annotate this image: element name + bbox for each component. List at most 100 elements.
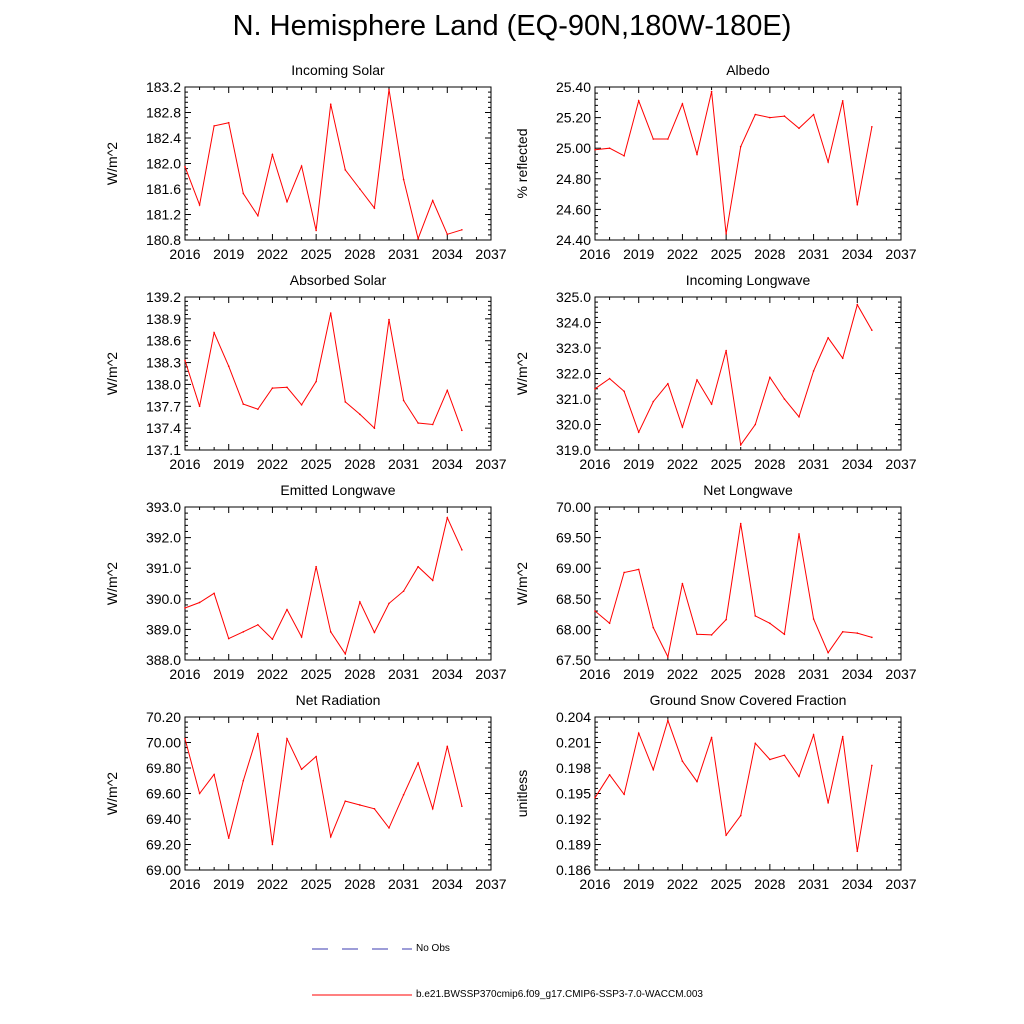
chart-panel-8: 2016 2019 2022 2025 2028 2031 2034 2037 0.186 0.1… bbox=[514, 692, 917, 892]
y-axis-label: W/m^2 bbox=[104, 772, 120, 815]
data-point bbox=[667, 138, 669, 140]
y-tick-label: 70.00 bbox=[146, 735, 181, 751]
data-point bbox=[812, 618, 815, 620]
data-point bbox=[783, 633, 786, 636]
data-point bbox=[725, 834, 727, 836]
data-point bbox=[667, 719, 669, 722]
x-tick-label: 2025 bbox=[711, 666, 742, 682]
data-point bbox=[388, 318, 390, 321]
data-point bbox=[461, 429, 463, 432]
y-axis-label: W/m^2 bbox=[514, 352, 530, 395]
y-tick-label: 323.0 bbox=[556, 340, 591, 356]
data-point bbox=[710, 634, 713, 636]
data-point bbox=[856, 303, 859, 306]
y-tick-label: 25.40 bbox=[556, 79, 591, 95]
y-tick-label: 69.40 bbox=[146, 811, 181, 827]
x-tick-label: 2034 bbox=[432, 876, 463, 892]
data-point bbox=[637, 99, 640, 102]
x-tick-label: 2034 bbox=[842, 666, 873, 682]
data-point bbox=[227, 121, 230, 124]
data-point bbox=[286, 200, 288, 203]
data-point bbox=[769, 622, 771, 625]
y-tick-label: 0.189 bbox=[556, 837, 591, 853]
data-point bbox=[184, 165, 186, 168]
data-point bbox=[754, 423, 757, 426]
y-tick-label: 69.20 bbox=[146, 837, 181, 853]
data-point bbox=[359, 188, 361, 190]
data-point bbox=[667, 382, 669, 385]
series-line bbox=[594, 523, 873, 659]
x-tick-label: 2025 bbox=[301, 666, 332, 682]
data-point bbox=[300, 404, 303, 406]
plot-frame bbox=[184, 296, 492, 451]
data-point bbox=[608, 377, 611, 380]
data-point bbox=[461, 805, 463, 808]
data-point bbox=[783, 754, 786, 757]
data-point bbox=[827, 802, 829, 804]
data-point bbox=[871, 329, 873, 331]
data-point bbox=[431, 579, 434, 582]
data-point bbox=[417, 237, 419, 240]
x-tick-label: 2025 bbox=[301, 246, 332, 262]
x-tick-label: 2019 bbox=[623, 876, 654, 892]
data-point bbox=[710, 90, 713, 93]
x-tick-label: 2022 bbox=[667, 456, 698, 472]
data-point bbox=[608, 147, 611, 149]
data-point bbox=[608, 774, 611, 776]
data-point bbox=[739, 145, 742, 148]
y-tick-label: 320.0 bbox=[556, 417, 591, 433]
y-tick-label: 390.0 bbox=[146, 591, 181, 607]
y-tick-label: 324.0 bbox=[556, 315, 591, 331]
x-tick-label: 2034 bbox=[432, 456, 463, 472]
data-point bbox=[431, 808, 434, 810]
x-tick-label: 2022 bbox=[667, 876, 698, 892]
data-point bbox=[812, 113, 815, 116]
x-tick-label: 2028 bbox=[344, 456, 375, 472]
data-point bbox=[637, 431, 640, 433]
chart-title: Absorbed Solar bbox=[290, 272, 387, 288]
data-point bbox=[198, 204, 201, 206]
data-point bbox=[769, 758, 771, 761]
data-point bbox=[257, 214, 259, 217]
data-point bbox=[315, 755, 317, 758]
data-point bbox=[856, 204, 859, 206]
data-point bbox=[446, 745, 449, 748]
data-point bbox=[359, 601, 361, 603]
legend-no-obs-label: No Obs bbox=[416, 943, 450, 954]
data-point bbox=[681, 103, 684, 105]
data-point bbox=[739, 522, 742, 525]
y-tick-label: 69.80 bbox=[146, 760, 181, 776]
data-point bbox=[696, 780, 698, 783]
chart-panel-2: 2016 2019 2022 2025 2028 2031 2034 2037 24.40 24.… bbox=[514, 62, 917, 262]
y-tick-label: 325.0 bbox=[556, 289, 591, 305]
data-point bbox=[681, 426, 684, 428]
data-point bbox=[271, 843, 274, 846]
data-point bbox=[608, 622, 611, 625]
x-tick-label: 2022 bbox=[667, 246, 698, 262]
x-tick-label: 2028 bbox=[344, 876, 375, 892]
x-tick-label: 2019 bbox=[623, 456, 654, 472]
y-axis-label: W/m^2 bbox=[514, 562, 530, 605]
y-axis-label: W/m^2 bbox=[104, 142, 120, 185]
chart-title: Ground Snow Covered Fraction bbox=[650, 692, 847, 708]
data-point bbox=[388, 827, 390, 829]
y-tick-label: 24.40 bbox=[556, 232, 591, 248]
data-point bbox=[827, 337, 829, 339]
series-line bbox=[594, 718, 873, 852]
x-tick-label: 2025 bbox=[711, 876, 742, 892]
y-tick-label: 180.8 bbox=[146, 232, 181, 248]
data-point bbox=[798, 775, 800, 778]
data-point bbox=[315, 229, 317, 232]
data-point bbox=[344, 653, 347, 655]
y-tick-label: 67.50 bbox=[556, 652, 591, 668]
y-tick-label: 69.60 bbox=[146, 786, 181, 802]
data-point bbox=[257, 408, 259, 411]
x-tick-label: 2016 bbox=[169, 246, 200, 262]
y-tick-label: 69.50 bbox=[556, 530, 591, 546]
y-tick-label: 391.0 bbox=[146, 560, 181, 576]
y-axis-label: unitless bbox=[514, 770, 530, 817]
data-point bbox=[725, 233, 727, 235]
data-point bbox=[417, 422, 419, 424]
data-point bbox=[652, 138, 655, 140]
x-tick-label: 2022 bbox=[257, 246, 288, 262]
